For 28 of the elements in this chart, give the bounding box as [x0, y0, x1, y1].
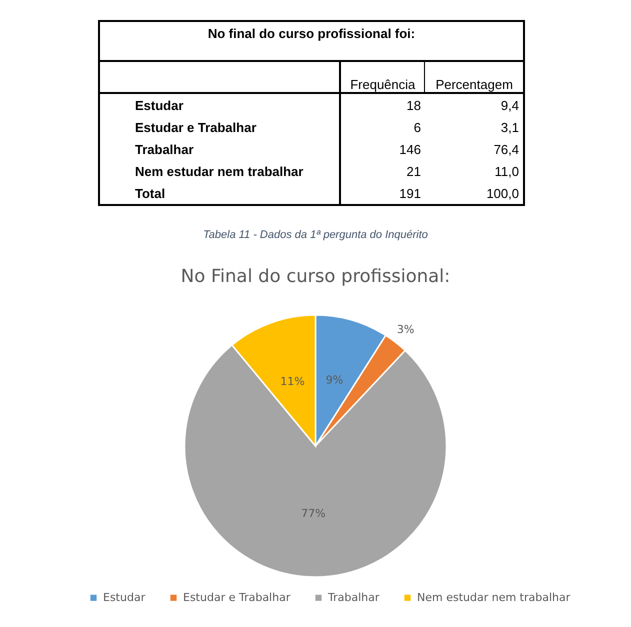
- text: Percentagem: [424, 61, 524, 93]
- data-label: 3,1: [500, 118, 520, 136]
- data-label: 191: [398, 184, 422, 202]
- legend-label: Nem estudar nem trabalhar: [417, 590, 571, 604]
- chart-title: No Final do curso profissional:: [180, 266, 450, 287]
- data-label: 21: [406, 162, 422, 180]
- data-label: 18: [406, 96, 422, 114]
- category-label: Estudar: [99, 93, 340, 116]
- data-label: 3%: [396, 322, 414, 336]
- category-label: Total: [99, 182, 340, 205]
- text: Frequência: [340, 61, 425, 93]
- data-label: 11,0: [494, 162, 520, 180]
- text: No final do curso profissional foi:: [99, 21, 524, 61]
- text: Tabela 11 - Dados da 1ª pergunta do Inquérito: [202, 229, 429, 241]
- legend-label: Trabalhar: [327, 590, 380, 604]
- data-label: 76,4: [492, 140, 520, 158]
- data-label: 100,0: [485, 184, 520, 202]
- data-label: 146: [398, 140, 422, 158]
- data-label: 11%: [280, 374, 305, 388]
- category-label: Estudar e Trabalhar: [99, 116, 340, 138]
- legend-label: Estudar: [103, 590, 146, 604]
- legend-label: Estudar e Trabalhar: [183, 590, 291, 604]
- data-label: 6: [412, 118, 422, 136]
- category-label: Trabalhar: [99, 138, 340, 160]
- data-label: 9%: [326, 374, 344, 387]
- category-label: Nem estudar nem trabalhar: [99, 160, 340, 182]
- data-label: 9,4: [500, 96, 520, 114]
- data-label: 77%: [301, 507, 326, 520]
